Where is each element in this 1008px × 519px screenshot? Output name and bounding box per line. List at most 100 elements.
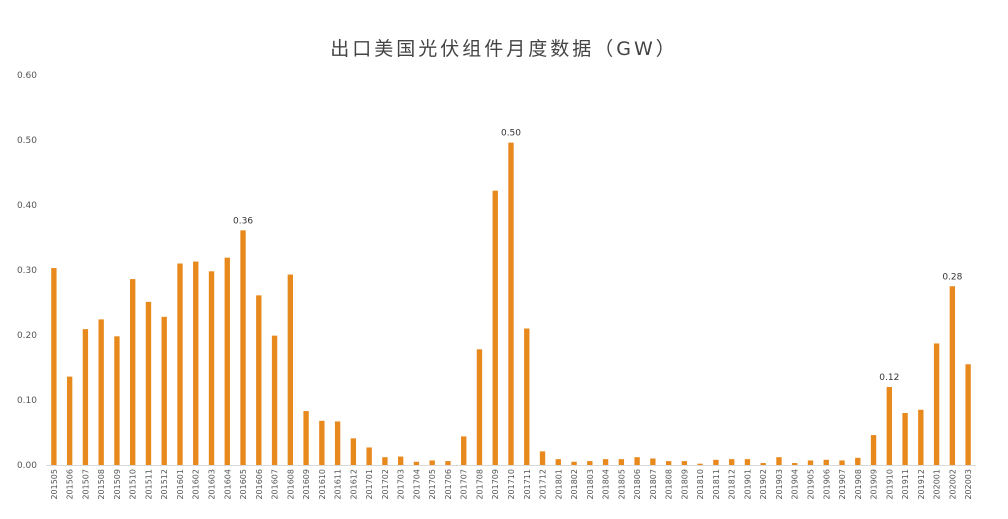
bar xyxy=(366,447,372,465)
bar xyxy=(776,457,782,465)
x-tick-label: 201903 xyxy=(775,469,784,500)
bar xyxy=(145,301,152,465)
x-tick-label: 201507 xyxy=(81,469,90,500)
x-tick-label: 201912 xyxy=(917,469,926,500)
bar xyxy=(729,459,735,465)
bar xyxy=(524,328,530,465)
bar xyxy=(744,459,751,465)
x-tick-label: 201510 xyxy=(129,469,138,500)
bar xyxy=(918,409,924,465)
y-tick-label: 0.20 xyxy=(17,331,37,341)
bar xyxy=(429,460,435,465)
bar xyxy=(681,461,688,465)
x-tick-label: 201611 xyxy=(334,469,343,500)
bar xyxy=(508,142,514,465)
bar xyxy=(461,436,467,465)
x-tick-label: 201803 xyxy=(586,469,595,500)
y-tick-label: 0.30 xyxy=(17,266,37,276)
x-tick-label: 201506 xyxy=(66,469,75,500)
bar xyxy=(870,435,877,465)
bar xyxy=(650,458,656,465)
x-tick-label: 201805 xyxy=(617,469,626,500)
x-tick-label: 201801 xyxy=(554,469,563,500)
bar xyxy=(839,460,845,465)
bar xyxy=(587,461,593,465)
x-tick-label: 201906 xyxy=(822,469,831,500)
bar xyxy=(82,329,89,465)
x-tick-label: 202003 xyxy=(964,469,973,500)
x-tick-label: 201910 xyxy=(885,469,894,500)
bar xyxy=(287,274,293,465)
chart-title: 出口美国光伏组件月度数据（GW） xyxy=(330,38,678,60)
bar xyxy=(807,460,814,465)
data-label: 0.50 xyxy=(501,129,521,139)
bar xyxy=(51,268,57,465)
bar xyxy=(539,451,546,465)
x-tick-label: 201601 xyxy=(176,469,185,500)
x-tick-label: 201604 xyxy=(223,469,232,500)
x-tick-label: 201905 xyxy=(806,469,815,500)
bar xyxy=(555,459,561,465)
x-tick-label: 202002 xyxy=(948,469,957,500)
x-tick-label: 201511 xyxy=(144,469,153,500)
x-tick-label: 201703 xyxy=(397,469,406,500)
bar xyxy=(193,261,199,465)
x-tick-label: 201705 xyxy=(428,469,437,500)
x-tick-label: 201608 xyxy=(286,469,295,500)
x-tick-label: 201812 xyxy=(728,469,737,500)
bar xyxy=(886,387,892,465)
x-tick-label: 201709 xyxy=(491,469,500,500)
bar xyxy=(697,463,703,465)
bar xyxy=(602,459,609,465)
bar xyxy=(413,461,420,465)
x-tick-label: 201707 xyxy=(460,469,469,500)
y-tick-label: 0.60 xyxy=(17,71,37,81)
bar xyxy=(665,461,672,465)
x-tick-label: 201708 xyxy=(475,469,484,500)
x-tick-label: 201512 xyxy=(160,469,169,500)
x-tick-label: 201610 xyxy=(318,469,327,500)
x-tick-label: 201509 xyxy=(113,469,122,500)
x-tick-label: 201902 xyxy=(759,469,768,500)
bar xyxy=(634,457,640,465)
x-tick-label: 201612 xyxy=(349,469,358,500)
x-tick-label: 201811 xyxy=(712,469,721,500)
bar xyxy=(397,456,404,465)
bar xyxy=(161,316,167,465)
x-tick-label: 201607 xyxy=(271,469,280,500)
x-tick-label: 201706 xyxy=(444,469,453,500)
x-tick-label: 201909 xyxy=(870,469,879,500)
x-tick-label: 201609 xyxy=(302,469,311,500)
bar xyxy=(382,457,388,465)
bar xyxy=(760,463,766,465)
bar xyxy=(445,461,451,465)
x-tick-label: 201701 xyxy=(365,469,374,500)
bar xyxy=(476,349,483,465)
bar xyxy=(823,459,829,465)
x-tick-label: 201603 xyxy=(208,469,217,500)
bar xyxy=(114,336,120,465)
x-tick-label: 201904 xyxy=(791,469,800,500)
x-tick-label: 201808 xyxy=(665,469,674,500)
y-tick-label: 0.50 xyxy=(17,136,37,146)
x-tick-label: 201908 xyxy=(854,469,863,500)
y-tick-label: 0.40 xyxy=(17,201,37,211)
bar xyxy=(303,411,309,465)
x-tick-label: 201704 xyxy=(412,469,421,500)
x-tick-label: 201810 xyxy=(696,469,705,500)
x-tick-label: 201911 xyxy=(901,469,910,500)
bar xyxy=(240,230,246,465)
x-tick-label: 201809 xyxy=(680,469,689,500)
bar xyxy=(855,457,861,465)
x-tick-label: 201710 xyxy=(507,469,516,500)
x-tick-label: 201907 xyxy=(838,469,847,500)
y-tick-label: 0.00 xyxy=(17,461,37,471)
bar xyxy=(271,335,278,465)
bar xyxy=(177,263,183,465)
y-tick-label: 0.10 xyxy=(17,396,37,406)
bar xyxy=(350,438,357,465)
x-tick-label: 201901 xyxy=(743,469,752,500)
data-label: 0.12 xyxy=(879,373,899,383)
